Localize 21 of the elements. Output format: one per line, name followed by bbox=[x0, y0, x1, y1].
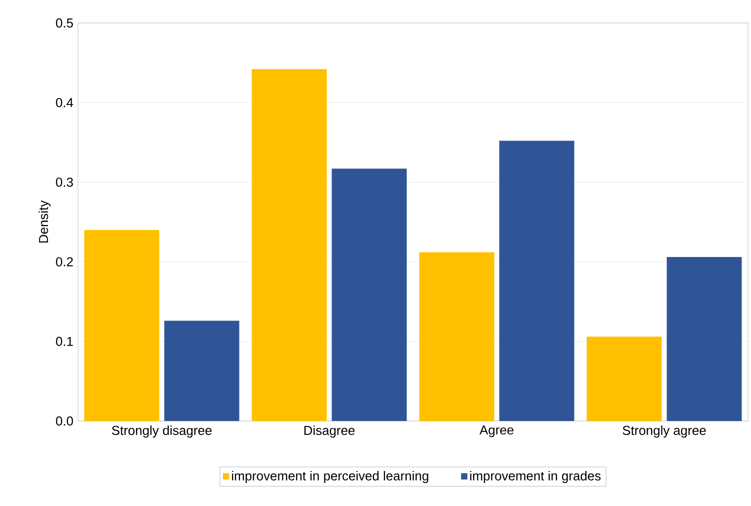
x-tick-label: Strongly disagree bbox=[112, 426, 212, 438]
y-tick-label: 0.3 bbox=[56, 178, 73, 187]
x-tick-label: Disagree bbox=[304, 426, 355, 438]
bar bbox=[84, 230, 160, 421]
y-tick-label: 0.2 bbox=[56, 257, 73, 266]
bar bbox=[252, 69, 327, 421]
y-tick-label: 0.5 bbox=[56, 18, 73, 28]
y-tick-label: 0.1 bbox=[56, 336, 73, 346]
bar bbox=[164, 320, 240, 421]
x-tick-label: Strongly agree bbox=[622, 426, 706, 438]
bar bbox=[332, 168, 407, 421]
bar bbox=[666, 257, 742, 421]
y-tick-label: 0.4 bbox=[56, 98, 74, 108]
legend-label: improvement in grades bbox=[470, 470, 601, 484]
y-tick-label: 0.0 bbox=[56, 416, 73, 426]
bar bbox=[586, 336, 662, 421]
bar bbox=[419, 252, 494, 421]
x-tick-label: Agree bbox=[480, 426, 514, 438]
y-axis-title: Density bbox=[38, 200, 51, 243]
bar bbox=[499, 140, 574, 421]
legend-label: improvement in perceived learning bbox=[232, 470, 428, 484]
